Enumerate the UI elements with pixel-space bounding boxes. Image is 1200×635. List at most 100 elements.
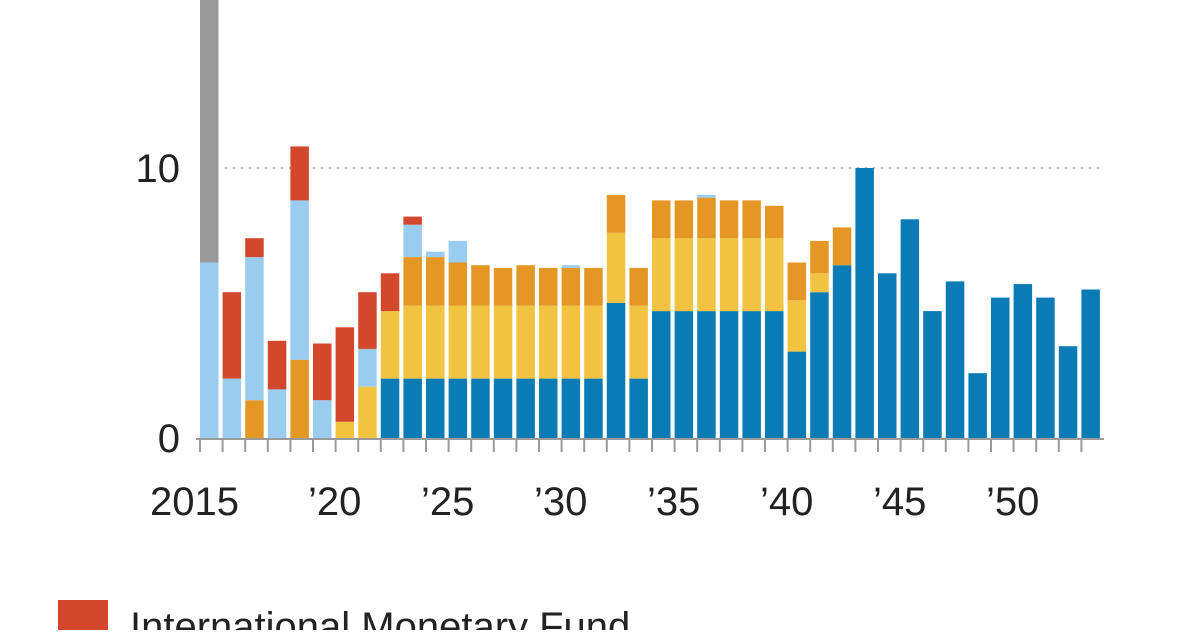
bar-2023-dark_blue: [380, 378, 400, 438]
bar-2024-yellow: [403, 305, 422, 379]
bar-2040-dark_blue: [765, 311, 784, 438]
x-tick-label-2035: ’35: [647, 480, 700, 524]
bar-2035-orange: [652, 200, 671, 239]
bar-2022-yellow: [358, 386, 377, 438]
bar-2017-orange: [245, 400, 264, 438]
bar-2024-dark_blue: [403, 378, 422, 438]
bar-2030-orange: [539, 267, 558, 306]
legend-label-0: International Monetary Fund: [130, 605, 630, 630]
bar-2050-dark_blue: [991, 297, 1010, 438]
bar-2031-yellow: [561, 305, 581, 379]
bar-2041-yellow: [787, 300, 807, 352]
bar-2016-light_blue: [222, 378, 242, 438]
bar-2028-yellow: [493, 305, 513, 379]
bar-2020-red: [313, 343, 332, 401]
bar-2032-yellow: [584, 305, 603, 379]
bar-2021-yellow: [335, 421, 355, 438]
bar-2048-dark_blue: [945, 281, 965, 438]
bar-2044-dark_blue: [855, 168, 874, 438]
bar-2027-orange: [471, 265, 490, 306]
bar-2029-dark_blue: [516, 378, 535, 438]
bar-2034-dark_blue: [629, 378, 648, 438]
bar-2053-dark_blue: [1058, 346, 1078, 438]
bar-2036-dark_blue: [674, 311, 694, 438]
bar-2032-dark_blue: [584, 378, 603, 438]
bar-2018-light_blue: [267, 389, 287, 438]
y-tick-label-10: 10: [136, 147, 181, 191]
bar-2017-red: [245, 238, 264, 258]
legend-swatch-0: [58, 600, 108, 635]
bar-2028-dark_blue: [493, 378, 513, 438]
bar-2032-orange: [584, 267, 603, 306]
bar-2042-orange: [810, 240, 829, 274]
bar-2026-orange: [448, 262, 468, 306]
bar-2024-light_blue: [403, 224, 422, 258]
x-tick-label-2020: ’20: [308, 480, 361, 524]
bar-2040-yellow: [765, 238, 784, 312]
bar-2049-dark_blue: [968, 373, 987, 438]
bar-2034-orange: [629, 267, 648, 306]
bar-2039-yellow: [742, 238, 761, 312]
bar-2029-orange: [516, 265, 535, 306]
bar-2025-orange: [426, 257, 445, 306]
bar-2019-red: [290, 146, 309, 201]
bar-2037-orange: [697, 197, 716, 239]
bar-2051-dark_blue: [1013, 284, 1033, 438]
bar-2033-orange: [606, 195, 626, 233]
x-tick-label-2015: 2015: [150, 480, 239, 524]
bar-2043-dark_blue: [832, 265, 852, 438]
bar-2015-gray: [200, 0, 219, 263]
bar-2047-dark_blue: [923, 311, 942, 438]
x-tick-label-2045: ’45: [873, 480, 926, 524]
bar-2022-light_blue: [358, 348, 377, 387]
bar-2017-light_blue: [245, 257, 264, 401]
bar-2031-orange: [561, 267, 581, 306]
bar-2033-yellow: [606, 232, 626, 303]
bar-2040-orange: [765, 205, 784, 239]
bar-2038-orange: [719, 200, 739, 239]
bar-2042-dark_blue: [810, 292, 829, 438]
bar-2015-light_blue: [200, 262, 219, 438]
bar-2026-light_blue: [448, 240, 468, 263]
bars: [200, 0, 1100, 438]
bar-2029-yellow: [516, 305, 535, 379]
bar-2041-orange: [787, 262, 807, 301]
axes: 2015 ’20 ’25 ’30 ’35 ’40 ’45 ’50 0 10: [136, 147, 1104, 524]
bar-2027-dark_blue: [471, 378, 490, 438]
bar-2038-yellow: [719, 238, 739, 312]
bar-2042-yellow: [810, 273, 829, 293]
bar-2030-yellow: [539, 305, 558, 379]
bar-2034-yellow: [629, 305, 648, 379]
x-tick-label-2025: ’25: [421, 480, 474, 524]
legend: International Monetary Fund: [58, 600, 630, 635]
x-tick-label-2050: ’50: [986, 480, 1039, 524]
bar-2036-orange: [674, 200, 694, 239]
bar-2039-dark_blue: [742, 311, 761, 438]
y-tick-label-0: 0: [158, 417, 180, 461]
bar-2035-yellow: [652, 238, 671, 312]
bar-2020-light_blue: [313, 400, 332, 438]
bar-2025-dark_blue: [426, 378, 445, 438]
bar-2023-yellow: [380, 311, 400, 379]
bar-2022-red: [358, 292, 377, 349]
x-tick-label-2030: ’30: [534, 480, 587, 524]
bar-2026-yellow: [448, 305, 468, 379]
bar-2037-yellow: [697, 238, 716, 312]
bar-2052-dark_blue: [1036, 297, 1055, 438]
bar-2033-dark_blue: [606, 303, 626, 438]
bar-2030-dark_blue: [539, 378, 558, 438]
bar-2021-red: [335, 327, 355, 422]
x-tick-label-2040: ’40: [760, 480, 813, 524]
bar-2043-orange: [832, 227, 852, 266]
bar-2019-light_blue: [290, 200, 309, 360]
bar-2027-yellow: [471, 305, 490, 379]
bar-2024-red: [403, 216, 422, 225]
bar-2054-dark_blue: [1081, 289, 1100, 438]
bar-2019-orange: [290, 359, 309, 438]
bar-2025-light_blue: [426, 251, 445, 258]
bar-2016-red: [222, 292, 242, 379]
bar-2039-orange: [742, 200, 761, 239]
bar-2038-dark_blue: [719, 311, 739, 438]
bar-2025-yellow: [426, 305, 445, 379]
